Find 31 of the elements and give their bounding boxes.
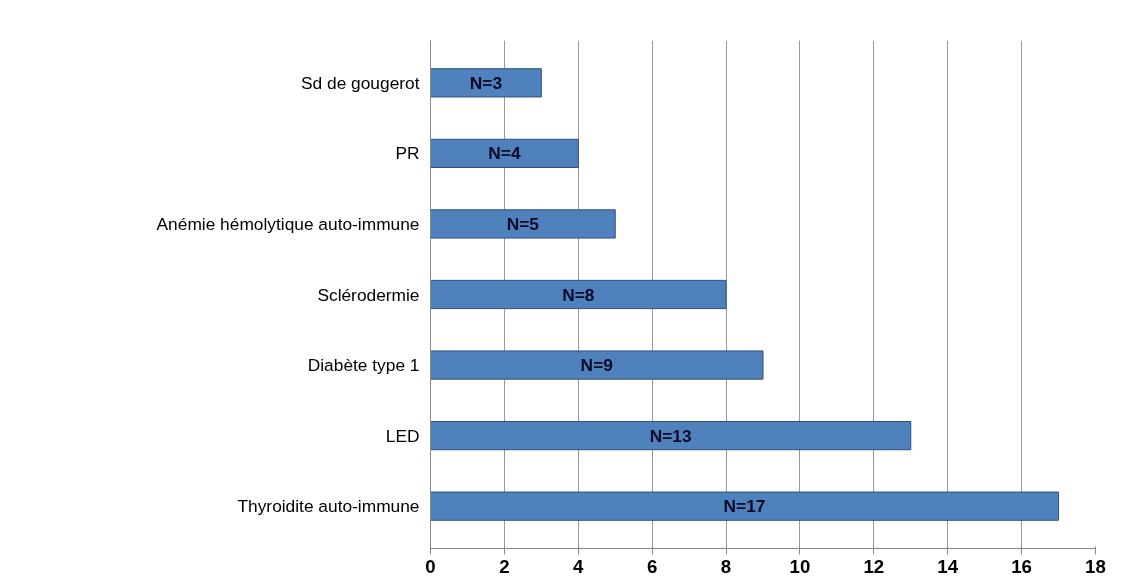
bar — [430, 68, 542, 98]
x-tick-label: 0 — [425, 555, 436, 577]
y-tick-label: Sd de gougerot — [301, 72, 420, 93]
y-tick-label: PR — [395, 143, 420, 164]
x-tick-label: 12 — [863, 555, 885, 577]
y-tick-label: Sclérodermie — [317, 284, 420, 305]
x-tick-label: 4 — [573, 555, 585, 577]
bar — [430, 491, 1060, 521]
bar — [430, 209, 616, 239]
x-tick-label: 2 — [499, 555, 510, 577]
x-tick-label: 6 — [646, 555, 658, 577]
bar — [430, 421, 912, 451]
y-tick-label: LED — [385, 425, 420, 446]
x-tick-label: 10 — [789, 555, 811, 577]
x-tick-label: 18 — [1085, 555, 1106, 577]
data-label: N=3 — [469, 72, 503, 93]
y-tick-label: Anémie hémolytique auto-immune — [156, 213, 420, 234]
data-label: N=4 — [488, 143, 521, 164]
x-tick-label: 16 — [1011, 555, 1032, 577]
y-tick-label: Thyroidite auto-immune — [237, 496, 420, 517]
data-label: N=8 — [562, 284, 595, 305]
bar — [430, 138, 579, 168]
y-tick-label: Diabète type 1 — [307, 355, 420, 376]
data-label: N=17 — [723, 496, 766, 517]
data-label: N=13 — [649, 425, 692, 446]
bar — [430, 350, 764, 380]
x-tick-label: 14 — [937, 555, 959, 577]
data-label: N=5 — [506, 213, 540, 234]
x-tick-label: 8 — [720, 555, 732, 577]
data-label: N=9 — [580, 355, 613, 376]
bar — [430, 279, 727, 310]
